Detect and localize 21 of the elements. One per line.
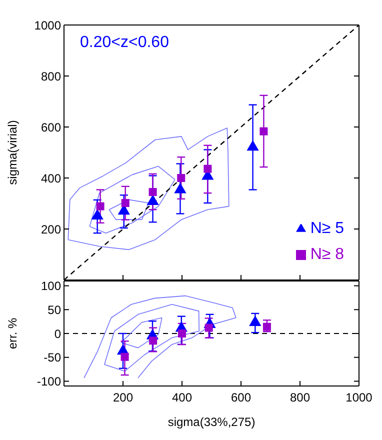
y-tick-label: 400 <box>40 171 62 186</box>
y-tick-label: 200 <box>40 222 62 236</box>
annotation: 0.20<z<0.60 <box>80 34 169 52</box>
x-axis-title: sigma(33%,275) <box>168 415 256 429</box>
y-tick-label: -100 <box>36 374 62 388</box>
y-tick-label: 0 <box>54 326 62 341</box>
x-tick-label: 800 <box>290 390 310 405</box>
y-axis-title: err. % <box>5 318 20 350</box>
x-tick-label: 200 <box>112 390 134 405</box>
y-axis-title: sigma(virial) <box>5 120 20 185</box>
y-tick-label: 1000 <box>34 18 62 32</box>
y-tick-label: 600 <box>40 120 62 134</box>
y-tick-label: 800 <box>40 69 62 84</box>
x-tick-label: 1000 <box>346 390 373 405</box>
legend-label: N≥ 8 <box>310 246 344 263</box>
y-tick-label: 100 <box>40 279 62 294</box>
y-tick-label: -50 <box>44 350 62 365</box>
x-tick-label: 600 <box>230 390 252 405</box>
y-tick-label: 50 <box>48 302 62 317</box>
legend-label: N≥ 5 <box>310 220 344 237</box>
x-tick-label: 400 <box>172 390 192 405</box>
